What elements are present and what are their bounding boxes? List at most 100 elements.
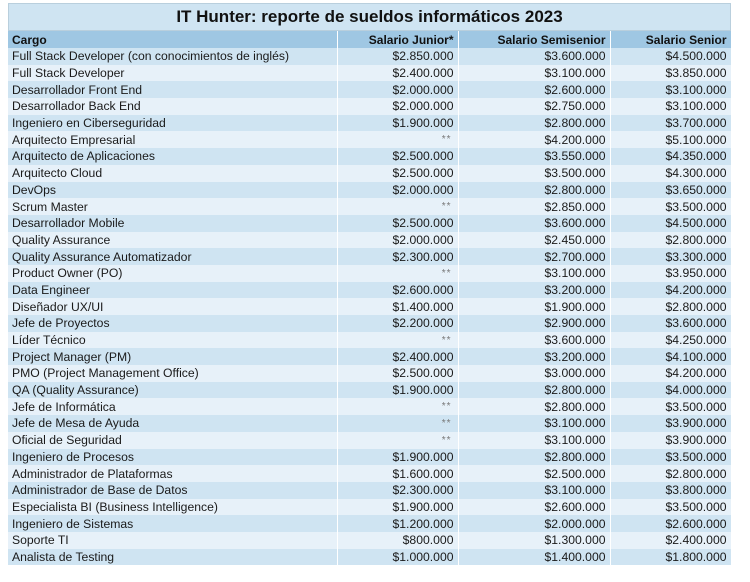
cargo-cell: Arquitecto Empresarial (8, 131, 338, 149)
semisenior-cell: $2.900.000 (458, 315, 611, 332)
semisenior-cell: $2.800.000 (458, 398, 611, 416)
table-header-row: Cargo Salario Junior* Salario Semisenior… (8, 31, 732, 48)
semisenior-cell: $3.000.000 (458, 365, 611, 382)
table-row: DevOps $2.000.000 $2.800.000 $3.650.000 (8, 181, 732, 199)
junior-cell: $2.000.000 (337, 81, 459, 99)
table-row: Diseñador UX/UI $1.400.000 $1.900.000 $2.80… (8, 298, 732, 315)
table-row: Oficial de Seguridad ** $3.100.000 $3.900.0… (8, 431, 732, 449)
table-row: Desarrollador Mobile $2.500.000 $3.600.000… (8, 214, 732, 232)
senior-cell: $2.800.000 (610, 231, 732, 249)
senior-cell: $2.800.000 (610, 465, 732, 482)
table-row: PMO (Project Management Office) $2.500.00… (8, 365, 732, 382)
cargo-cell: Quality Assurance (8, 231, 338, 249)
senior-cell: $3.800.000 (610, 481, 732, 499)
semisenior-cell: $3.100.000 (458, 481, 611, 499)
senior-cell: $3.900.000 (610, 415, 732, 432)
semisenior-cell: $2.800.000 (458, 114, 611, 132)
semisenior-cell: $1.400.000 (458, 548, 611, 566)
cargo-cell: Jefe de Informática (8, 398, 338, 416)
senior-cell: $1.800.000 (610, 548, 732, 566)
cargo-cell: Oficial de Seguridad (8, 431, 338, 449)
junior-cell: $2.300.000 (337, 481, 459, 499)
cargo-cell: DevOps (8, 181, 338, 199)
semisenior-cell: $3.100.000 (458, 264, 611, 282)
junior-cell: $2.400.000 (337, 64, 459, 82)
cargo-cell: Jefe de Mesa de Ayuda (8, 415, 338, 432)
junior-cell: $2.000.000 (337, 181, 459, 199)
semisenior-cell: $2.000.000 (458, 515, 611, 532)
semisenior-cell: $3.100.000 (458, 431, 611, 449)
cargo-cell: Ingeniero de Procesos (8, 448, 338, 466)
semisenior-cell: $3.200.000 (458, 348, 611, 366)
semisenior-cell: $2.600.000 (458, 81, 611, 99)
semisenior-cell: $2.700.000 (458, 248, 611, 265)
table-row: Arquitecto Empresarial ** $4.200.000 $5.100… (8, 131, 732, 149)
senior-cell: $4.350.000 (610, 148, 732, 165)
senior-cell: $4.200.000 (610, 365, 732, 382)
junior-cell: ** (337, 198, 459, 215)
junior-cell: $1.900.000 (337, 498, 459, 516)
cargo-cell: Ingeniero en Ciberseguridad (8, 114, 338, 132)
semisenior-cell: $2.500.000 (458, 465, 611, 482)
senior-cell: $3.500.000 (610, 498, 732, 516)
cargo-cell: Arquitecto Cloud (8, 164, 338, 182)
junior-cell: $1.900.000 (337, 381, 459, 399)
senior-cell: $3.900.000 (610, 431, 732, 449)
junior-cell: $1.900.000 (337, 448, 459, 466)
table-row: Jefe de Mesa de Ayuda ** $3.100.000 $3.900.… (8, 415, 732, 432)
junior-cell: ** (337, 131, 459, 149)
senior-cell: $3.300.000 (610, 248, 732, 265)
cargo-cell: Data Engineer (8, 281, 338, 299)
table-row: Scrum Master ** $2.850.000 $3.500.000 (8, 198, 732, 215)
table-row: Full Stack Developer (con conocimientos … (8, 48, 732, 65)
header-semisenior: Salario Semisenior (458, 31, 611, 48)
table-row: Quality Assurance $2.000.000 $2.450.000 $2.… (8, 231, 732, 249)
table-row: Quality Assurance Automatizador $2.300.00… (8, 248, 732, 265)
senior-cell: $3.700.000 (610, 114, 732, 132)
table-row: Líder Técnico ** $3.600.000 $4.250.000 (8, 331, 732, 349)
semisenior-cell: $3.600.000 (458, 331, 611, 349)
semisenior-cell: $3.100.000 (458, 415, 611, 432)
senior-cell: $3.100.000 (610, 81, 732, 99)
table-row: Desarrollador Front End $2.000.000 $2.600.… (8, 81, 732, 99)
cargo-cell: Especialista BI (Business Intelligence) (8, 498, 338, 516)
junior-cell: $2.300.000 (337, 248, 459, 265)
semisenior-cell: $3.100.000 (458, 64, 611, 82)
table-row: Ingeniero de Sistemas $1.200.000 $2.000.00… (8, 515, 732, 532)
junior-cell: $2.000.000 (337, 231, 459, 249)
junior-cell: $2.850.000 (337, 48, 459, 65)
semisenior-cell: $3.600.000 (458, 214, 611, 232)
table-row: Ingeniero de Procesos $1.900.000 $2.800.00… (8, 448, 732, 466)
table-row: Ingeniero en Ciberseguridad $1.900.000 $2.… (8, 114, 732, 132)
junior-cell: $2.500.000 (337, 365, 459, 382)
semisenior-cell: $3.200.000 (458, 281, 611, 299)
junior-cell: ** (337, 415, 459, 432)
table-row: Project Manager (PM) $2.400.000 $3.200.000… (8, 348, 732, 366)
cargo-cell: Soporte TI (8, 531, 338, 549)
junior-cell: ** (337, 398, 459, 416)
table-row: Administrador de Plataformas $1.600.000 $2… (8, 465, 732, 482)
cargo-cell: Full Stack Developer (8, 64, 338, 82)
semisenior-cell: $2.600.000 (458, 498, 611, 516)
table-row: Analista de Testing $1.000.000 $1.400.000 $… (8, 548, 732, 566)
cargo-cell: Quality Assurance Automatizador (8, 248, 338, 265)
cargo-cell: Líder Técnico (8, 331, 338, 349)
semisenior-cell: $2.800.000 (458, 448, 611, 466)
table-row: Especialista BI (Business Intelligence) $… (8, 498, 732, 516)
senior-cell: $4.200.000 (610, 281, 732, 299)
senior-cell: $2.400.000 (610, 531, 732, 549)
junior-cell: ** (337, 331, 459, 349)
cargo-cell: PMO (Project Management Office) (8, 365, 338, 382)
cargo-cell: Jefe de Proyectos (8, 315, 338, 332)
junior-cell: $2.000.000 (337, 98, 459, 115)
semisenior-cell: $4.200.000 (458, 131, 611, 149)
header-senior: Salario Senior (610, 31, 732, 48)
junior-cell: $2.500.000 (337, 214, 459, 232)
senior-cell: $2.600.000 (610, 515, 732, 532)
cargo-cell: Desarrollador Front End (8, 81, 338, 99)
table-row: Administrador de Base de Datos $2.300.000… (8, 481, 732, 499)
senior-cell: $3.650.000 (610, 181, 732, 199)
junior-cell: $1.200.000 (337, 515, 459, 532)
senior-cell: $3.100.000 (610, 98, 732, 115)
cargo-cell: Scrum Master (8, 198, 338, 215)
